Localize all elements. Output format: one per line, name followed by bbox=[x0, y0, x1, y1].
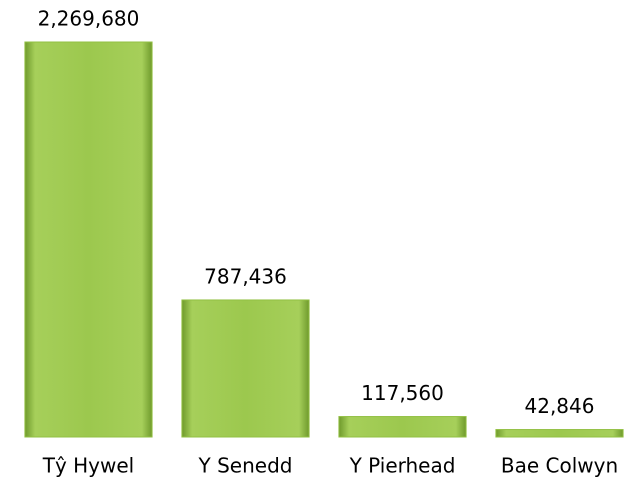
x-tick-label: Bae Colwyn bbox=[501, 454, 618, 478]
bar bbox=[24, 41, 153, 438]
bar bbox=[338, 416, 467, 438]
x-tick-label: Y Senedd bbox=[198, 454, 293, 478]
bar bbox=[181, 299, 310, 438]
value-label: 2,269,680 bbox=[38, 7, 140, 31]
value-label: 787,436 bbox=[204, 264, 287, 288]
x-tick-label: Y Pierhead bbox=[349, 454, 456, 478]
bar bbox=[495, 429, 624, 438]
value-label: 42,846 bbox=[525, 394, 595, 418]
x-tick-label: Tŷ Hywel bbox=[42, 454, 135, 478]
value-label: 117,560 bbox=[361, 381, 444, 405]
